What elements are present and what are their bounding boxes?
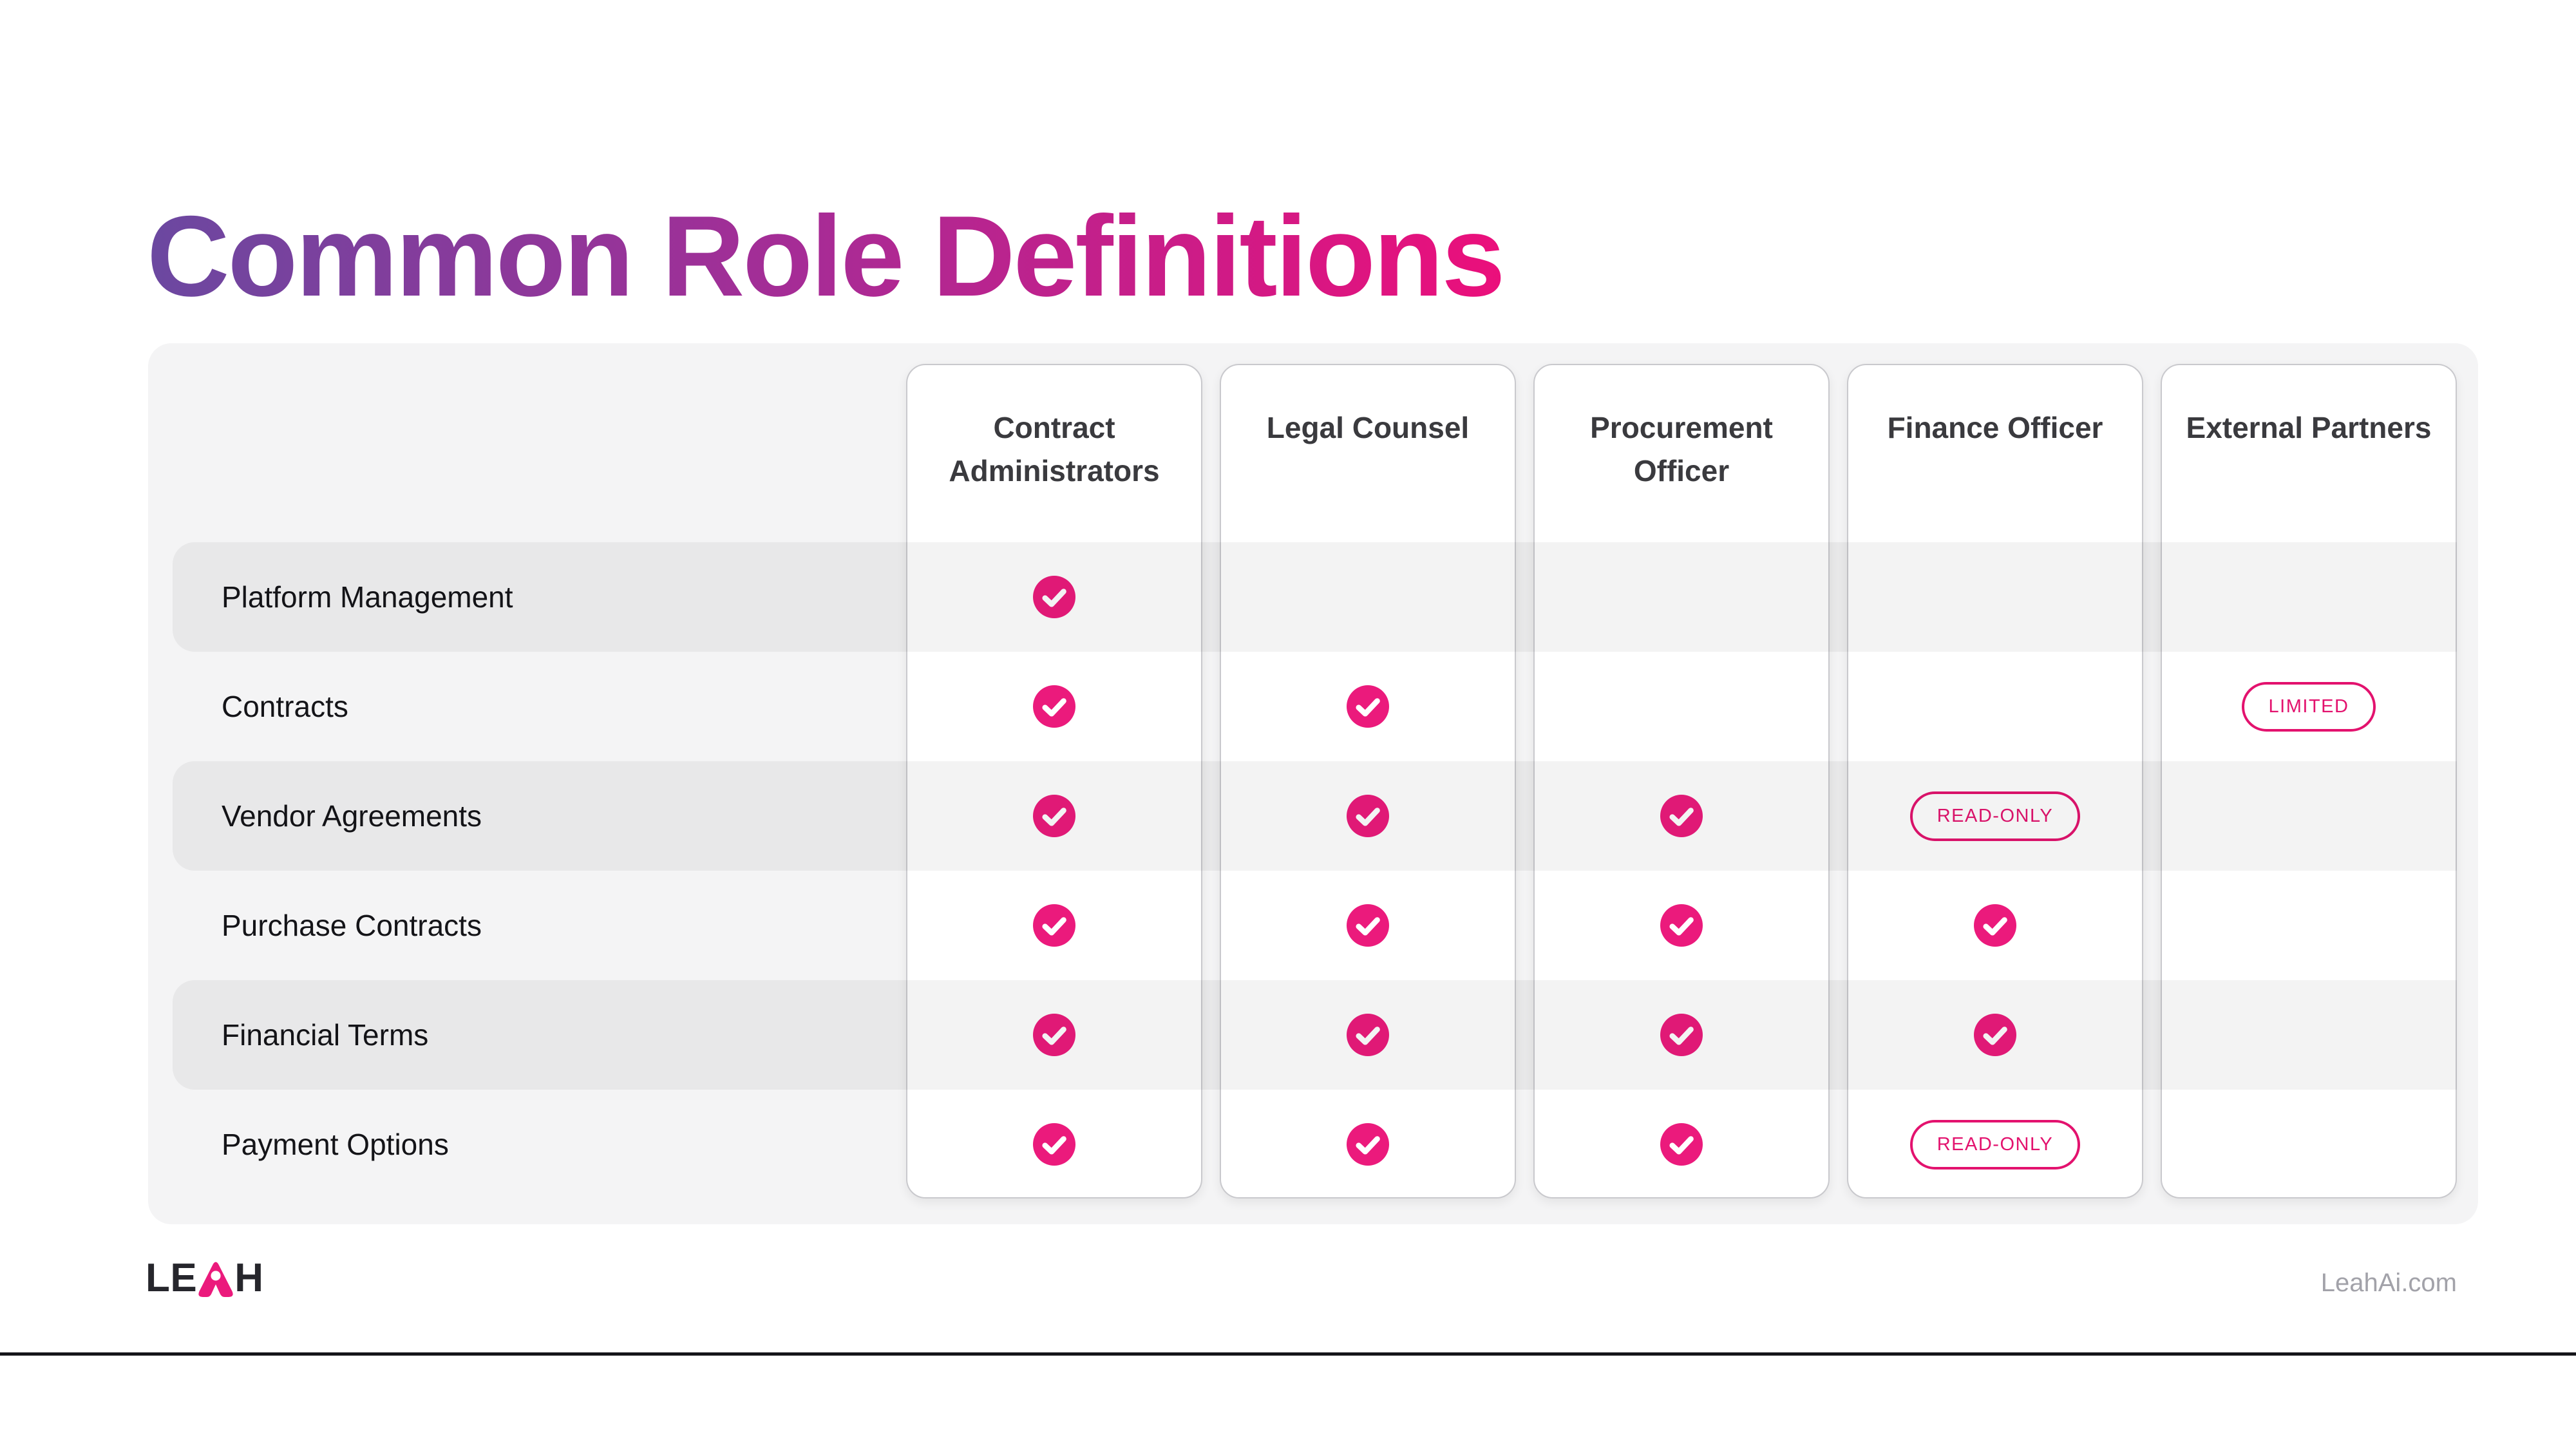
permission-cell — [1533, 980, 1830, 1090]
role-column-card: Finance Officer — [1847, 364, 2143, 1198]
check-icon — [1033, 685, 1075, 728]
logo-text-suffix: H — [234, 1256, 264, 1300]
role-column-header: External Partners — [2186, 411, 2432, 444]
permission-row-label: Purchase Contracts — [222, 909, 482, 942]
permission-cell — [1847, 871, 2143, 980]
permission-cell — [906, 542, 1202, 652]
check-icon — [1347, 904, 1389, 947]
check-icon — [1033, 1123, 1075, 1166]
page-title: Common Role Definitions — [147, 185, 1506, 328]
role-column-card: Contract Administrators — [906, 364, 1202, 1198]
permission-row-label: Payment Options — [222, 1128, 449, 1161]
logo-a-icon — [198, 1262, 233, 1297]
footer-divider — [0, 1352, 2576, 1356]
permission-cell — [1220, 980, 1516, 1090]
permission-cell — [1847, 980, 2143, 1090]
check-icon — [1347, 1123, 1389, 1166]
role-column-card: External Partners — [2161, 364, 2457, 1198]
permission-cell — [1220, 652, 1516, 761]
check-icon — [1033, 1014, 1075, 1056]
permission-cell: READ-ONLY — [1847, 761, 2143, 871]
role-column-header: Legal Counsel — [1266, 411, 1470, 444]
permission-row-label: Financial Terms — [222, 1018, 429, 1052]
permission-cell — [906, 652, 1202, 761]
permission-row-label: Vendor Agreements — [222, 799, 482, 833]
leah-logo: LE H — [146, 1257, 264, 1298]
website-text: LeahAi.com — [2320, 1269, 2457, 1297]
role-column-header: Finance Officer — [1887, 411, 2103, 444]
logo-text-prefix: LE — [146, 1256, 198, 1300]
permission-cell — [906, 761, 1202, 871]
permission-cell — [906, 1090, 1202, 1199]
check-icon — [1660, 904, 1703, 947]
permissions-matrix: Contract Administrators Legal Counsel Proc… — [148, 343, 2478, 1224]
permission-cell — [906, 871, 1202, 980]
permission-cell — [1533, 871, 1830, 980]
check-icon — [1974, 904, 2016, 947]
check-icon — [1033, 795, 1075, 837]
check-icon — [1033, 576, 1075, 618]
permission-cell — [906, 980, 1202, 1090]
limited-badge: LIMITED — [2241, 681, 2376, 732]
permission-cell: LIMITED — [2161, 652, 2457, 761]
permission-row-label: Platform Management — [222, 580, 513, 614]
check-icon — [1347, 795, 1389, 837]
role-column-header: Procurement Officer — [1590, 411, 1773, 488]
check-icon — [1974, 1014, 2016, 1056]
check-icon — [1660, 1014, 1703, 1056]
permission-cell — [1220, 1090, 1516, 1199]
role-column-card: Procurement Officer — [1533, 364, 1830, 1198]
readonly-badge: READ-ONLY — [1909, 1119, 2081, 1170]
check-icon — [1660, 795, 1703, 837]
permission-cell — [1533, 1090, 1830, 1199]
permission-cell: READ-ONLY — [1847, 1090, 2143, 1199]
check-icon — [1347, 685, 1389, 728]
check-icon — [1347, 1014, 1389, 1056]
permission-cell — [1220, 761, 1516, 871]
permission-cell — [1220, 871, 1516, 980]
permission-cell — [1533, 761, 1830, 871]
readonly-badge: READ-ONLY — [1909, 791, 2081, 841]
role-column-header: Contract Administrators — [949, 411, 1160, 488]
role-column-card: Legal Counsel — [1220, 364, 1516, 1198]
check-icon — [1033, 904, 1075, 947]
check-icon — [1660, 1123, 1703, 1166]
permission-row-label: Contracts — [222, 690, 348, 723]
